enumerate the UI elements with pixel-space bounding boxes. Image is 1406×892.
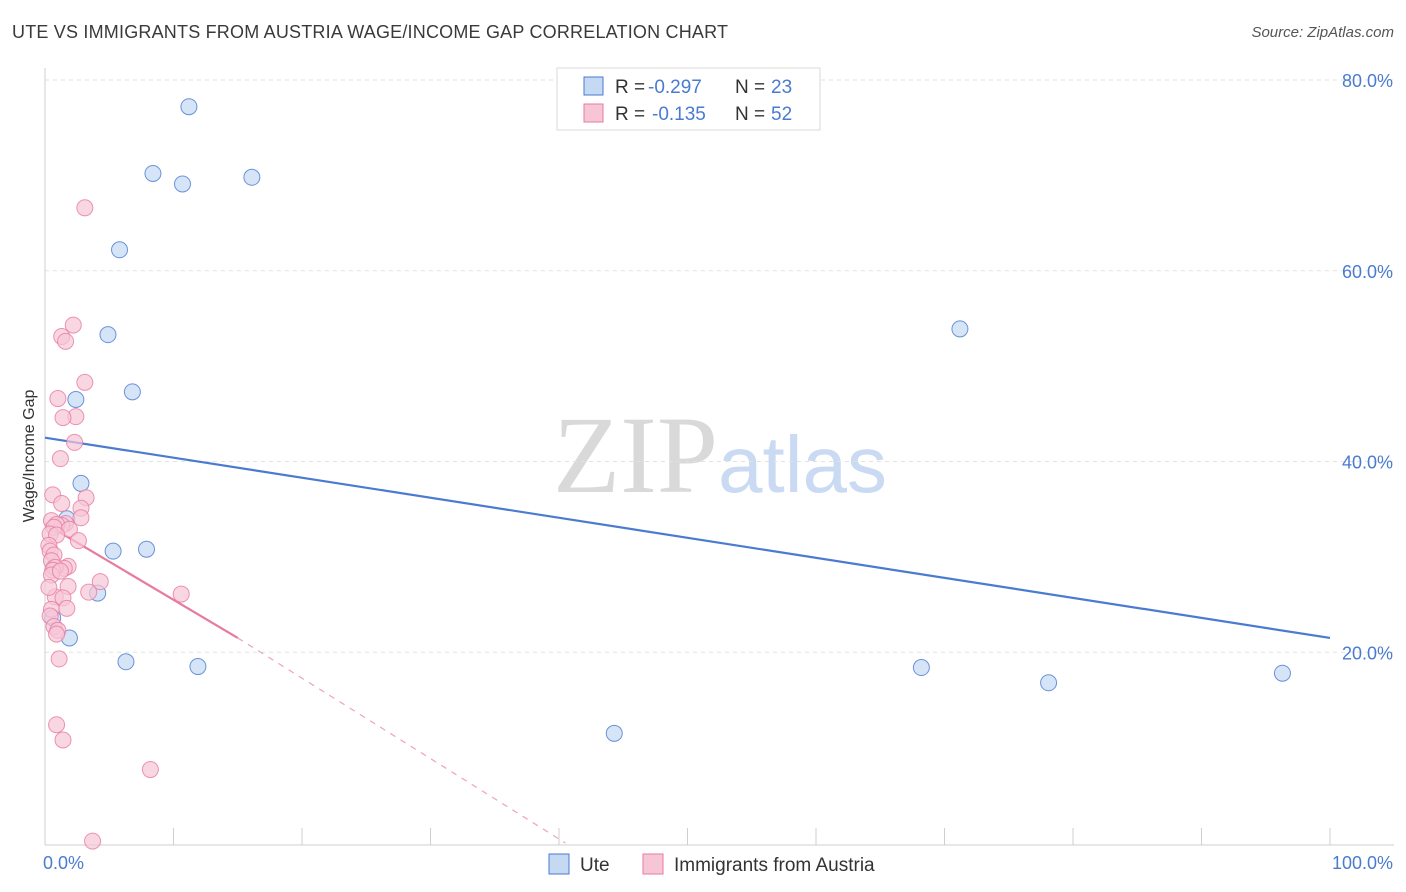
ute-point-1: [144, 164, 162, 182]
data-points: [40, 98, 1291, 850]
x-tick-label-max: 100.0%: [1332, 853, 1393, 873]
ute-point-4: [111, 241, 129, 259]
austria-point-37: [172, 585, 190, 603]
austria-point-47: [54, 731, 72, 749]
bottom-legend-label-austria: Immigrants from Austria: [674, 855, 875, 876]
austria-point-8: [66, 433, 84, 451]
y-axis-label: Wage/Income Gap: [21, 390, 38, 523]
legend-austria-n-value: 52: [771, 104, 792, 125]
austria-point-5: [49, 390, 67, 408]
austria-point-34: [91, 573, 109, 591]
ute-point-6: [123, 383, 141, 401]
ute-point-22: [605, 724, 623, 742]
ute-point-2: [173, 175, 191, 193]
austria-point-49: [84, 832, 102, 850]
ute-point-16: [117, 653, 135, 671]
watermark-zip: ZIP: [553, 394, 718, 516]
ute-point-11: [138, 540, 156, 558]
y-tick-label-60: 60.0%: [1342, 262, 1393, 282]
stats-legend: R = -0.297 N = 23 R = -0.135 N = 52: [556, 67, 821, 131]
legend-ute-n-label: N =: [735, 77, 765, 98]
ute-point-7: [67, 391, 85, 409]
y-tick-label-80: 80.0%: [1342, 71, 1393, 91]
austria-point-44: [48, 625, 66, 643]
ute-point-0: [180, 98, 198, 116]
gridlines: [45, 79, 1394, 653]
legend-austria-n-label: N =: [735, 104, 765, 125]
bottom-legend-swatch-austria: [642, 853, 664, 875]
austria-point-3: [57, 332, 75, 350]
legend-ute-n-value: 23: [771, 77, 792, 98]
austria-point-50: [40, 578, 58, 596]
austria-point-14: [72, 509, 90, 527]
legend-ute-r-value: -0.297: [648, 77, 702, 98]
watermark: ZIP atlas: [553, 394, 887, 516]
ute-point-18: [951, 320, 969, 338]
ute-point-17: [189, 658, 207, 676]
trend-line-0: [44, 436, 1331, 640]
bottom-legend-swatch-ute: [548, 853, 570, 875]
austria-point-46: [48, 716, 66, 734]
y-tick-label-20: 20.0%: [1342, 643, 1393, 663]
watermark-atlas: atlas: [718, 420, 887, 509]
chart-source: Source: ZipAtlas.com: [1251, 24, 1394, 41]
x-tick-label-min: 0.0%: [43, 853, 84, 873]
x-ticks: [173, 828, 1331, 845]
austria-point-51: [58, 599, 76, 617]
ute-point-21: [1273, 664, 1291, 682]
trend-line-extension-1: [237, 637, 566, 844]
austria-point-48: [141, 761, 159, 779]
y-tick-label-40: 40.0%: [1342, 453, 1393, 473]
ute-point-20: [1040, 674, 1058, 692]
ute-point-5: [99, 326, 117, 344]
y-tick-labels: 20.0% 40.0% 60.0% 80.0%: [1342, 71, 1393, 663]
legend-swatch-ute: [583, 76, 604, 96]
austria-point-23: [69, 532, 87, 550]
legend-austria-r-value: -0.135: [652, 104, 706, 125]
ute-point-3: [243, 168, 261, 186]
legend-ute-r-label: R =: [615, 77, 645, 98]
ute-point-10: [104, 542, 122, 560]
legend-swatch-austria: [583, 103, 604, 123]
austria-point-9: [51, 450, 69, 468]
austria-point-4: [76, 373, 94, 391]
austria-point-12: [53, 494, 71, 512]
legend-austria-r-label: R =: [615, 104, 645, 125]
bottom-legend-label-ute: Ute: [580, 855, 610, 876]
ute-point-8: [72, 474, 90, 492]
austria-point-45: [50, 650, 68, 668]
austria-point-33: [51, 562, 69, 580]
series-legend: Ute Immigrants from Austria: [548, 853, 875, 876]
axes: [44, 68, 1394, 846]
ute-point-19: [912, 659, 930, 677]
austria-point-0: [76, 199, 94, 217]
austria-point-7: [54, 409, 72, 427]
austria-point-36: [80, 583, 98, 601]
austria-point-1: [64, 316, 82, 334]
chart-title: UTE VS IMMIGRANTS FROM AUSTRIA WAGE/INCO…: [12, 22, 729, 42]
